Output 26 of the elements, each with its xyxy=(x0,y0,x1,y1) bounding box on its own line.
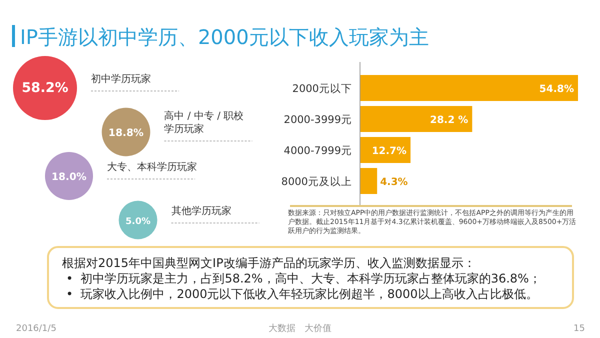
y-tick-label: 2000元以下 xyxy=(292,82,352,95)
text: • 玩家收入比例中，2000元以下低收入年轻玩家比例超半，8000以上高收入占比极低。 xyxy=(66,287,538,301)
category-label: 其他学历玩家 xyxy=(171,205,232,217)
data-label: 28.2 % xyxy=(430,115,468,126)
data-label: 4.3% xyxy=(380,177,408,188)
y-tick-label: 8000元及以上 xyxy=(281,175,352,188)
y-tick-label: 2000-3999元 xyxy=(284,114,352,126)
data-label: 18.0% xyxy=(52,172,86,183)
data-label: 54.8% xyxy=(539,84,574,95)
bar xyxy=(360,168,378,194)
category-label: 大专、本科学历玩家 xyxy=(107,161,198,173)
data-label: 5.0% xyxy=(126,217,150,227)
text: 根据对2015年中国典型网文IP改编手游产品的玩家学历、收入监测数据显示： xyxy=(62,256,476,270)
y-tick-label: 4000-7999元 xyxy=(284,145,352,157)
text: • 初中学历玩家是主力，占到58.2%，高中、大专、本科学历玩家占整体玩家的36.8%； xyxy=(66,272,541,286)
text: IP手游以初中学历、2000元以下收入玩家为主 xyxy=(20,25,429,49)
bar xyxy=(360,106,472,132)
category-label: 初中学历玩家 xyxy=(91,73,151,85)
text: 2016/1/5 xyxy=(16,324,56,334)
text: 15 xyxy=(574,324,585,334)
bar xyxy=(360,75,578,101)
category-label: 高中 / 中专 / 职校学历玩家 xyxy=(164,110,244,135)
text: 大数据 大价值 xyxy=(268,323,332,334)
data-label: 12.7% xyxy=(372,146,407,157)
data-label: 18.8% xyxy=(108,128,144,139)
data-label: 58.2% xyxy=(22,81,69,96)
